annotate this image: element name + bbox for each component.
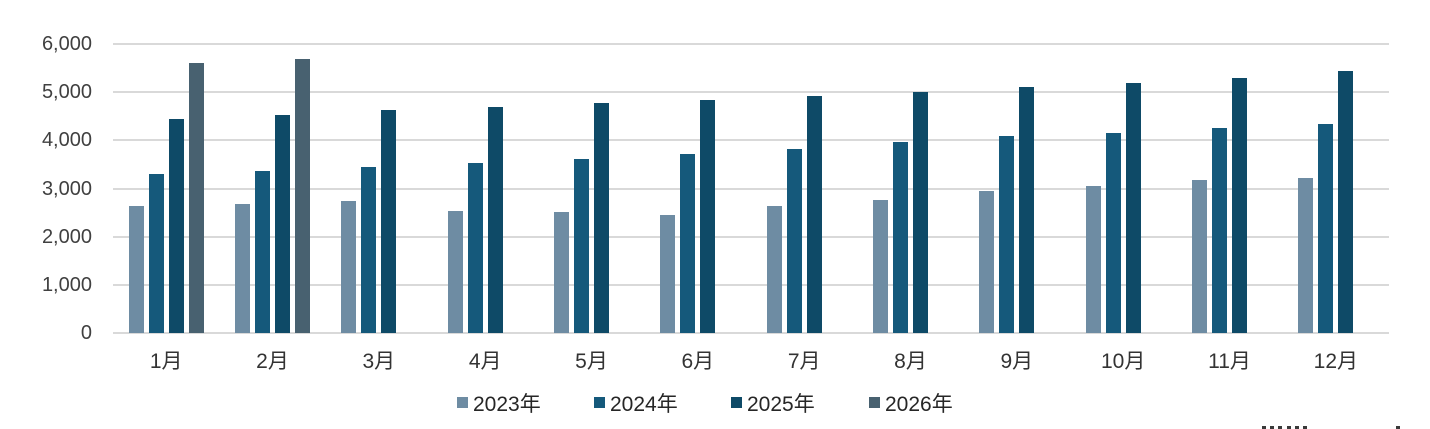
bar-2025年-10月 [1125, 82, 1141, 333]
bar-2024年-1月 [148, 173, 164, 333]
x-tick-label: 5月 [575, 350, 608, 373]
x-tick-label: 12月 [1313, 350, 1358, 373]
clipped-footnote-fragment [0, 426, 1430, 429]
gridline [113, 91, 1389, 94]
x-tick-label: 8月 [894, 350, 927, 373]
bar-2024年-3月 [361, 167, 377, 333]
legend-item-2026年: 2026年 [869, 389, 953, 416]
x-axis: 1月 2月 3月 4月 5月 6月 7月 8月 9月 10月 11月 12月 [113, 333, 1389, 379]
bar-2024年-7月 [786, 148, 802, 333]
bar-group-9月 [979, 44, 1054, 333]
bar-2025年-12月 [1338, 70, 1354, 333]
y-tick-label: 2,000 [41, 225, 92, 248]
bar-group-8月 [873, 44, 948, 333]
bar-2025年-11月 [1232, 77, 1247, 333]
bar-2025年-4月 [487, 107, 503, 333]
plot-area [113, 43, 1389, 334]
bar-2024年-2月 [255, 171, 270, 333]
y-tick-label: 0 [80, 322, 92, 344]
bar-2023年-3月 [341, 201, 357, 333]
bar-2025年-5月 [594, 103, 609, 333]
bar-2023年-2月 [235, 203, 250, 333]
y-axis: 0 1,000 2,000 3,000 4,000 5,000 6,000 [0, 33, 92, 344]
legend-label: 2025年 [747, 392, 815, 416]
legend-item-2025年: 2025年 [731, 389, 815, 416]
gridline [113, 332, 1389, 334]
y-tick-label: 4,000 [41, 129, 92, 152]
bar-2023年-5月 [554, 211, 569, 333]
bar-2023年-8月 [873, 200, 888, 333]
bar-2025年-8月 [913, 91, 928, 333]
bar-2023年-4月 [447, 211, 463, 333]
bar-2023年-12月 [1298, 177, 1314, 333]
bar-group-12月 [1298, 44, 1373, 333]
gridline [113, 235, 1389, 238]
x-tick-label: 6月 [681, 350, 715, 373]
bar-2024年-6月 [680, 153, 696, 333]
x-tick-label: 10月 [1100, 350, 1146, 373]
bar-2025年-9月 [1019, 87, 1035, 333]
legend-swatch-icon [594, 397, 605, 408]
legend-swatch-icon [457, 397, 468, 408]
bar-2025年-1月 [168, 118, 184, 333]
bar-group-3月 [341, 44, 416, 333]
bar-2023年-10月 [1085, 185, 1101, 333]
bar-2023年-9月 [979, 190, 995, 333]
bar-group-10月 [1085, 44, 1161, 333]
bar-group-5月 [554, 44, 629, 333]
x-tick-label: 2月 [256, 350, 289, 373]
legend-swatch-icon [731, 397, 742, 408]
bar-2026年-2月 [295, 58, 310, 333]
bar-2024年-12月 [1318, 123, 1334, 333]
y-tick-label: 1,000 [41, 273, 92, 296]
x-tick-label: 11月 [1208, 350, 1251, 373]
bar-2023年-6月 [660, 214, 676, 333]
bar-2024年-4月 [467, 162, 483, 333]
legend-label: 2026年 [885, 392, 953, 416]
bar-2024年-8月 [893, 142, 908, 333]
x-tick-label: 3月 [362, 350, 396, 373]
gridline [113, 283, 1389, 286]
bar-group-1月 [128, 44, 204, 333]
bar-2023年-1月 [128, 206, 144, 333]
bar-group-2月 [235, 44, 310, 333]
bar-2024年-5月 [574, 159, 589, 333]
legend-label: 2023年 [473, 392, 541, 416]
bar-2023年-11月 [1192, 180, 1207, 333]
bar-2024年-11月 [1212, 128, 1227, 333]
gridline [113, 43, 1389, 45]
y-tick-label: 6,000 [41, 33, 92, 55]
bar-group-6月 [660, 44, 735, 333]
legend-label: 2024年 [610, 392, 678, 416]
bar-2024年-9月 [999, 136, 1015, 333]
bar-group-7月 [766, 44, 842, 333]
gridline [113, 139, 1389, 142]
bar-2025年-2月 [275, 115, 290, 333]
x-tick-label: 1月 [149, 350, 183, 373]
gridline [113, 187, 1389, 190]
legend: 2023年 2024年 2025年 2026年 [0, 389, 1430, 416]
bar-2025年-3月 [381, 110, 397, 333]
bar-2025年-7月 [806, 95, 822, 333]
bar-2025年-6月 [700, 99, 716, 333]
bar-group-4月 [447, 44, 523, 333]
legend-item-2023年: 2023年 [457, 389, 541, 416]
legend-swatch-icon [869, 397, 880, 408]
y-tick-label: 3,000 [41, 177, 92, 200]
legend-item-2024年: 2024年 [594, 389, 678, 416]
bar-group-11月 [1192, 44, 1267, 333]
x-tick-label: 4月 [468, 350, 502, 373]
y-tick-label: 5,000 [41, 81, 92, 104]
bar-2023年-7月 [766, 205, 782, 333]
x-tick-label: 7月 [787, 350, 821, 373]
x-tick-label: 9月 [1000, 350, 1034, 373]
bar-2026年-1月 [188, 63, 204, 333]
bar-2024年-10月 [1105, 132, 1121, 333]
